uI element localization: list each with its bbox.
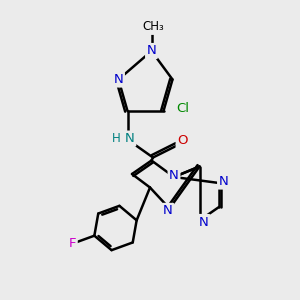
Text: H: H (112, 132, 121, 145)
Text: N: N (169, 169, 179, 182)
Text: N: N (125, 132, 135, 145)
Text: N: N (163, 204, 173, 218)
Text: Cl: Cl (176, 101, 190, 115)
Text: N: N (199, 215, 209, 229)
Text: CH₃: CH₃ (142, 20, 164, 34)
Text: F: F (69, 237, 76, 250)
Text: N: N (114, 73, 123, 86)
Text: O: O (177, 134, 188, 148)
Text: N: N (219, 175, 228, 188)
Text: N: N (147, 44, 156, 58)
